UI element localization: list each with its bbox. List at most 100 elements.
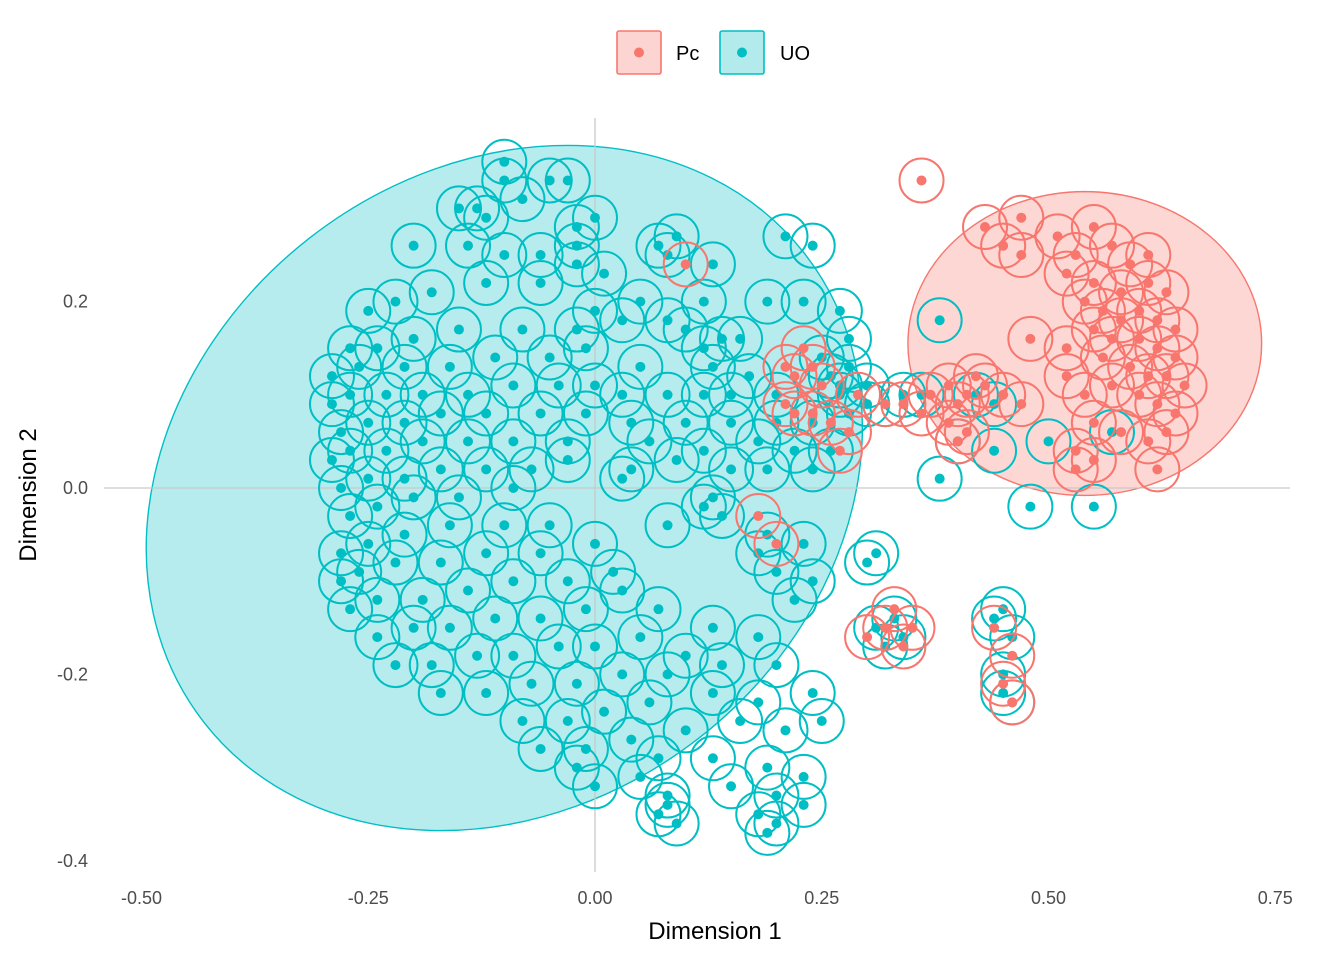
uo-point xyxy=(1088,501,1099,512)
uo-point xyxy=(862,399,873,410)
pc-point xyxy=(798,343,809,354)
uo-point-ring xyxy=(399,576,446,623)
uo-point-ring xyxy=(553,660,600,707)
uo-point-ring xyxy=(608,716,655,763)
uo-point xyxy=(617,669,628,680)
pc-point-ring xyxy=(1098,269,1145,316)
uo-point xyxy=(481,464,492,475)
pc-point xyxy=(952,436,963,447)
uo-point xyxy=(843,333,854,344)
uo-point xyxy=(544,520,555,531)
uo-point-ring xyxy=(390,474,437,521)
uo-point-ring xyxy=(689,735,736,782)
uo-point-ring xyxy=(717,315,764,362)
pc-point xyxy=(1161,287,1172,298)
y-axis-ticks: -0.4 -0.2 0.0 0.2 xyxy=(57,292,88,871)
x-axis-ticks: -0.50 -0.25 0.00 0.25 0.50 0.75 xyxy=(121,888,1293,908)
pc-point-ring xyxy=(816,427,863,474)
uo-point-ring xyxy=(735,418,782,465)
uo-point-ring xyxy=(318,558,365,605)
pc-point-ring xyxy=(835,371,882,418)
x-tick-label: 0.75 xyxy=(1258,888,1293,908)
uo-point xyxy=(635,361,646,372)
uo-point xyxy=(326,455,337,466)
uo-point-ring xyxy=(562,325,609,372)
pc-point xyxy=(1061,268,1072,279)
uo-point-ring xyxy=(971,427,1018,474)
uo-point-ring xyxy=(499,176,546,223)
pc-point xyxy=(1152,464,1163,475)
uo-point xyxy=(381,445,392,456)
uo-point-ring xyxy=(417,446,464,493)
uo-point-ring xyxy=(372,278,419,325)
pc-point xyxy=(961,427,972,438)
pc-point-ring xyxy=(1052,446,1099,493)
pc-point-ring xyxy=(1152,306,1199,353)
y-tick-label: -0.2 xyxy=(57,664,88,684)
uo-point xyxy=(934,473,945,484)
uo-point xyxy=(508,436,519,447)
uo-point xyxy=(789,594,800,605)
uo-point xyxy=(617,389,628,400)
uo-point-ring xyxy=(599,297,646,344)
uo-point-ring xyxy=(572,362,618,409)
uo-point-ring xyxy=(599,651,646,698)
uo-point xyxy=(508,576,519,587)
uo-point-ring xyxy=(572,623,618,670)
uo-point-ring xyxy=(916,455,963,502)
uo-point xyxy=(707,688,718,699)
uo-point xyxy=(481,548,492,559)
uo-point xyxy=(735,716,746,726)
uo-point-ring xyxy=(735,679,782,726)
uo-point xyxy=(1025,501,1036,512)
x-tick-label: 0.25 xyxy=(804,888,839,908)
uo-point-ring xyxy=(689,241,736,288)
uo-point xyxy=(726,781,737,792)
uo-point-ring xyxy=(635,735,682,782)
uo-point-ring xyxy=(426,343,473,390)
pc-point-ring xyxy=(989,632,1036,679)
uo-point xyxy=(544,352,555,363)
uo-point xyxy=(553,641,564,652)
uo-point xyxy=(716,510,727,521)
uo-point-ring xyxy=(771,427,818,474)
uo-point-ring xyxy=(508,660,555,707)
uo-point-ring xyxy=(599,567,646,614)
pc-point-ring xyxy=(771,390,818,437)
uo-point xyxy=(680,417,691,428)
uo-point xyxy=(726,417,737,428)
pc-point-ring xyxy=(880,623,927,670)
uo-point-ring xyxy=(689,343,736,390)
pc-point xyxy=(680,259,691,270)
uo-point-ring xyxy=(1025,418,1072,465)
uo-point-ring xyxy=(698,642,745,689)
uo-point xyxy=(481,212,492,223)
uo-point xyxy=(934,315,945,326)
uo-point-ring xyxy=(780,520,827,567)
uo-point-ring xyxy=(435,306,482,353)
pc-point-ring xyxy=(753,520,800,567)
x-axis-title: Dimension 1 xyxy=(648,918,781,945)
uo-point-ring xyxy=(417,390,464,437)
uo-point xyxy=(435,408,446,419)
uo-point xyxy=(336,576,347,587)
pc-point-ring xyxy=(735,492,782,539)
uo-point xyxy=(453,324,464,335)
uo-point-ring xyxy=(780,753,827,800)
uo-point-ring xyxy=(771,576,818,623)
uo-point-ring xyxy=(544,157,591,204)
uo-point-ring xyxy=(435,474,482,521)
uo-point-ring xyxy=(481,232,528,278)
uo-point-ring xyxy=(762,707,809,754)
pc-point-ring xyxy=(934,418,981,465)
uo-point-ring xyxy=(390,315,437,362)
uo-point-ring xyxy=(399,371,446,418)
uo-point xyxy=(444,622,455,633)
uo-point-ring xyxy=(372,642,419,689)
uo-point xyxy=(535,408,546,419)
uo-point xyxy=(680,725,691,736)
uo-point xyxy=(834,305,845,316)
pc-point xyxy=(1061,343,1072,354)
pc-point xyxy=(1179,380,1190,391)
pc-point xyxy=(789,371,800,382)
